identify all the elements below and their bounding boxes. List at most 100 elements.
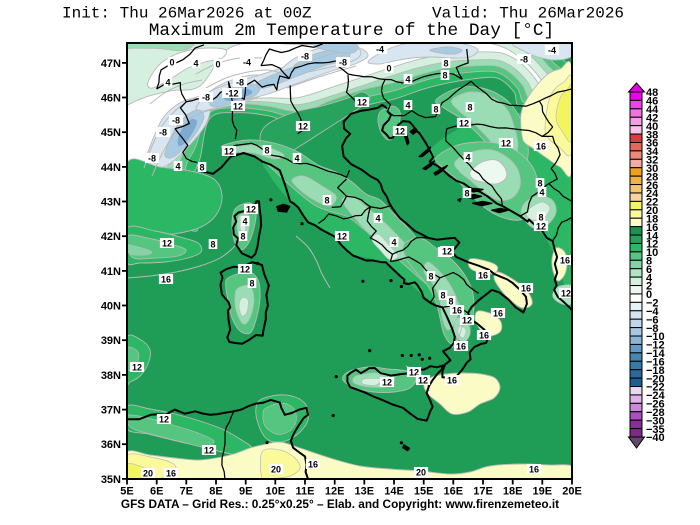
- svg-text:16: 16: [646, 222, 658, 234]
- svg-text:8: 8: [324, 196, 329, 206]
- svg-text:44: 44: [646, 104, 659, 116]
- svg-text:4: 4: [375, 214, 380, 224]
- svg-text:20: 20: [271, 465, 281, 475]
- svg-text:−26: −26: [646, 399, 665, 411]
- svg-text:-8: -8: [148, 154, 156, 164]
- svg-text:8: 8: [443, 59, 448, 69]
- svg-text:18: 18: [646, 213, 658, 225]
- svg-text:4: 4: [242, 217, 247, 227]
- svg-text:12: 12: [459, 119, 469, 129]
- svg-text:20E: 20E: [562, 486, 582, 498]
- svg-text:19E: 19E: [533, 486, 553, 498]
- svg-text:-8: -8: [159, 128, 167, 138]
- svg-text:-8: -8: [202, 93, 210, 103]
- svg-text:4: 4: [391, 238, 396, 248]
- svg-text:4: 4: [193, 59, 198, 69]
- svg-text:12: 12: [159, 415, 169, 425]
- svg-text:−28: −28: [646, 407, 665, 419]
- svg-text:41N: 41N: [101, 266, 121, 278]
- svg-text:12: 12: [418, 376, 428, 386]
- svg-text:45N: 45N: [101, 127, 121, 139]
- svg-text:4: 4: [165, 78, 170, 88]
- svg-text:16: 16: [529, 465, 539, 475]
- svg-text:37N: 37N: [101, 405, 121, 417]
- svg-text:−22: −22: [646, 382, 665, 394]
- svg-text:12: 12: [240, 265, 250, 275]
- svg-text:16: 16: [452, 306, 462, 316]
- svg-text:32: 32: [646, 155, 658, 167]
- svg-text:46N: 46N: [101, 93, 121, 105]
- svg-text:47N: 47N: [101, 58, 121, 70]
- svg-text:12E: 12E: [325, 486, 345, 498]
- svg-text:42: 42: [646, 112, 658, 124]
- svg-text:14E: 14E: [384, 486, 404, 498]
- svg-text:30: 30: [646, 163, 658, 175]
- svg-text:18E: 18E: [503, 486, 523, 498]
- svg-text:−6: −6: [646, 314, 659, 326]
- svg-text:44N: 44N: [101, 162, 121, 174]
- svg-text:16: 16: [521, 284, 531, 294]
- svg-text:16: 16: [447, 376, 457, 386]
- svg-text:16: 16: [456, 342, 466, 352]
- svg-text:11E: 11E: [296, 486, 315, 498]
- svg-text:−16: −16: [646, 356, 665, 368]
- svg-text:0: 0: [646, 289, 652, 301]
- svg-text:12: 12: [561, 289, 571, 299]
- svg-text:16: 16: [161, 275, 171, 285]
- svg-text:16: 16: [308, 460, 318, 470]
- svg-text:7E: 7E: [180, 486, 193, 498]
- svg-text:12: 12: [382, 378, 392, 388]
- svg-text:12: 12: [246, 205, 256, 215]
- svg-text:0: 0: [169, 58, 174, 68]
- svg-text:12: 12: [395, 127, 405, 137]
- svg-text:16E: 16E: [444, 486, 464, 498]
- svg-text:6: 6: [646, 264, 652, 276]
- svg-text:26: 26: [646, 180, 658, 192]
- svg-text:13E: 13E: [355, 486, 375, 498]
- svg-text:15E: 15E: [414, 486, 434, 498]
- svg-text:16: 16: [536, 142, 546, 152]
- svg-text:8: 8: [433, 105, 438, 115]
- svg-text:8: 8: [240, 232, 245, 242]
- svg-text:−20: −20: [646, 373, 665, 385]
- svg-text:40N: 40N: [101, 301, 121, 313]
- svg-text:GFS DATA – Grid Res.: 0.25°x0.: GFS DATA – Grid Res.: 0.25°x0.25° – Elab…: [121, 497, 559, 511]
- svg-text:42N: 42N: [101, 231, 121, 243]
- svg-text:28: 28: [646, 171, 658, 183]
- svg-text:12: 12: [298, 122, 308, 132]
- svg-text:4: 4: [175, 162, 180, 172]
- svg-text:12: 12: [357, 98, 367, 108]
- svg-text:-4: -4: [376, 45, 384, 55]
- svg-text:−30: −30: [646, 415, 665, 427]
- svg-text:48: 48: [646, 87, 658, 99]
- svg-text:8: 8: [442, 71, 447, 81]
- svg-text:46: 46: [646, 96, 658, 108]
- svg-text:14: 14: [646, 230, 659, 242]
- svg-text:12: 12: [204, 446, 214, 456]
- svg-text:22: 22: [646, 197, 658, 209]
- svg-text:8: 8: [464, 189, 469, 199]
- svg-text:16: 16: [493, 309, 503, 319]
- svg-text:8: 8: [537, 179, 542, 189]
- svg-text:12: 12: [409, 368, 419, 378]
- svg-text:8: 8: [249, 279, 254, 289]
- svg-text:8: 8: [199, 163, 204, 173]
- svg-text:−10: −10: [646, 331, 665, 343]
- svg-text:-8: -8: [301, 52, 309, 62]
- svg-text:−2: −2: [646, 298, 659, 310]
- svg-text:4: 4: [405, 75, 410, 85]
- svg-text:6E: 6E: [150, 486, 163, 498]
- svg-text:-8: -8: [339, 58, 347, 68]
- svg-text:4: 4: [294, 154, 299, 164]
- svg-text:36N: 36N: [101, 439, 121, 451]
- svg-text:4: 4: [465, 153, 470, 163]
- svg-text:0: 0: [386, 64, 391, 74]
- svg-text:17E: 17E: [473, 486, 493, 498]
- svg-text:16: 16: [479, 331, 489, 341]
- svg-text:20: 20: [646, 205, 658, 217]
- svg-text:12: 12: [337, 232, 347, 242]
- svg-text:38: 38: [646, 129, 658, 141]
- svg-text:8: 8: [210, 240, 215, 250]
- svg-text:12: 12: [442, 247, 452, 257]
- svg-text:8: 8: [646, 256, 652, 268]
